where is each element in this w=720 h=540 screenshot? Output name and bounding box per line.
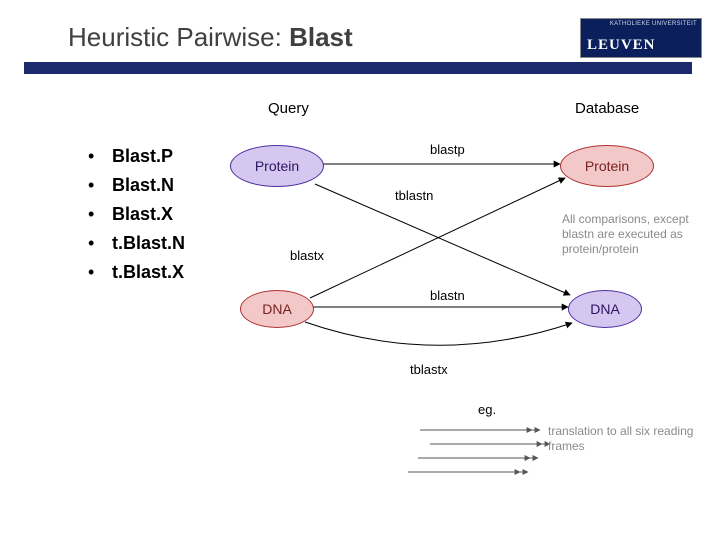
title-rule xyxy=(24,62,692,74)
column-label: Database xyxy=(575,100,639,117)
bullet-item: Blast.P xyxy=(88,146,185,167)
bullet-item: Blast.N xyxy=(88,175,185,196)
bullet-list: Blast.P Blast.N Blast.X t.Blast.N t.Blast.X xyxy=(48,146,185,291)
logo-main-text: LEUVEN xyxy=(587,37,656,54)
slide-title: Heuristic Pairwise: Blast xyxy=(68,22,353,53)
edge-label: blastx xyxy=(290,248,324,263)
edge-label: blastp xyxy=(430,142,465,157)
edge-label: tblastn xyxy=(395,188,433,203)
blast-diagram: Query Database Protein Protein DNA DNA blastp t… xyxy=(190,100,710,530)
node-d-prot: Protein xyxy=(560,145,654,187)
title-emph: Blast xyxy=(289,22,353,52)
edge xyxy=(310,178,565,298)
eg-caption: translation to all six reading frames xyxy=(548,424,698,454)
node-q-dna: DNA xyxy=(240,290,314,328)
edge-label: tblastx xyxy=(410,362,448,377)
bullet-item: Blast.X xyxy=(88,204,185,225)
leuven-logo: KATHOLIEKE UNIVERSITEIT LEUVEN xyxy=(580,18,702,58)
edge-label: blastn xyxy=(430,288,465,303)
bullet-item: t.Blast.X xyxy=(88,262,185,283)
logo-top-text: KATHOLIEKE UNIVERSITEIT xyxy=(610,21,697,27)
edge xyxy=(315,184,570,295)
node-q-prot: Protein xyxy=(230,145,324,187)
column-label: Query xyxy=(268,100,309,117)
comparison-note: All comparisons, except blastn are execu… xyxy=(562,212,712,257)
bullet-item: t.Blast.N xyxy=(88,233,185,254)
title-prefix: Heuristic Pairwise: xyxy=(68,22,289,52)
slide: Heuristic Pairwise: Blast KATHOLIEKE UNI… xyxy=(0,0,720,540)
eg-label: eg. xyxy=(478,402,496,417)
node-d-dna: DNA xyxy=(568,290,642,328)
edge xyxy=(305,322,572,345)
